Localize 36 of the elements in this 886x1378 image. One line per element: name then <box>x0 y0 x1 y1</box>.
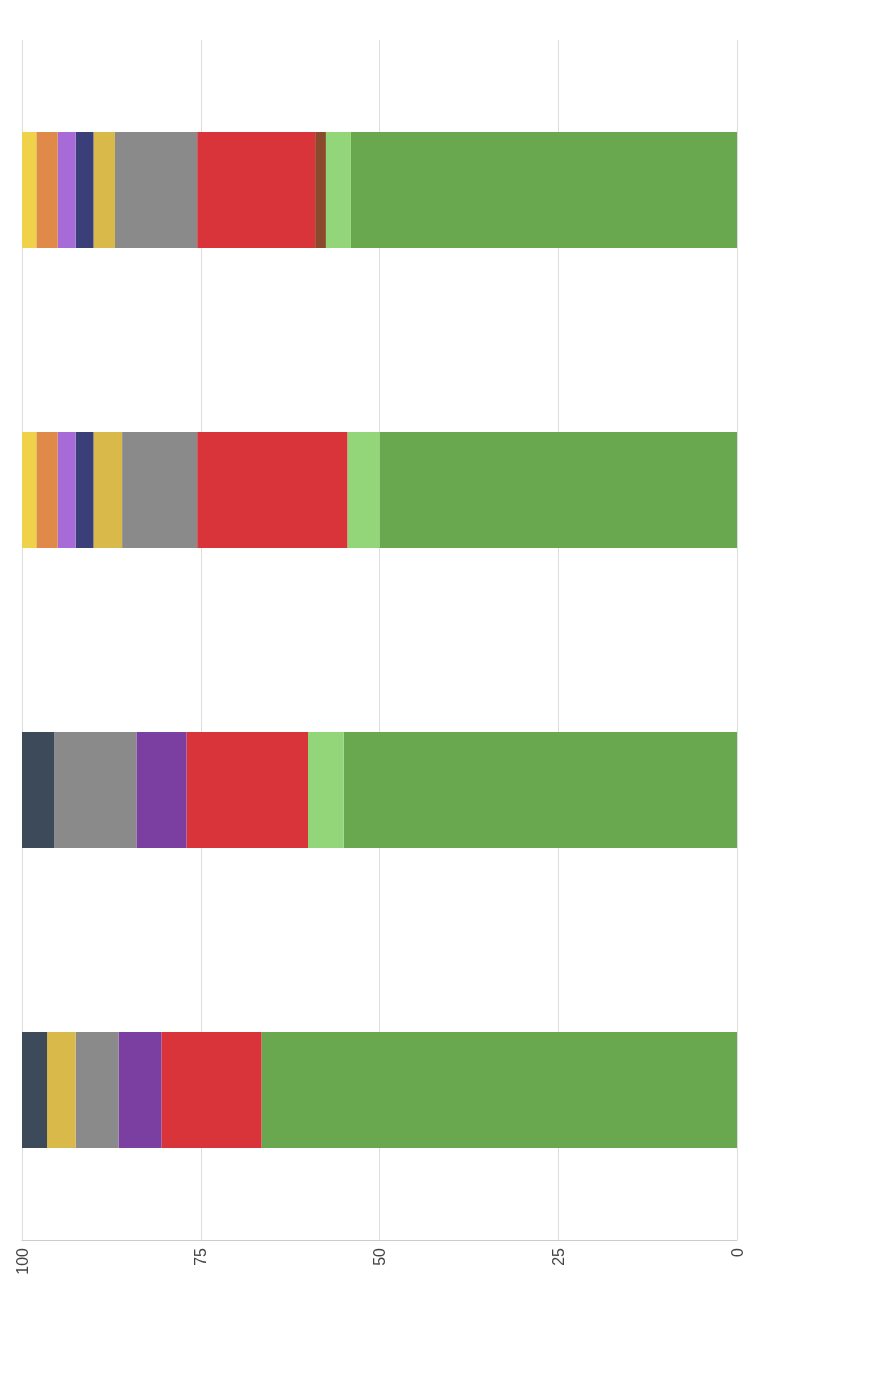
bar <box>350 132 737 248</box>
bar <box>22 432 37 548</box>
bar <box>75 432 94 548</box>
bar <box>136 732 187 848</box>
bar <box>197 432 348 548</box>
bar <box>308 732 344 848</box>
bar <box>261 1032 737 1148</box>
bar <box>93 132 115 248</box>
bar <box>22 132 37 248</box>
bar <box>22 1032 48 1148</box>
bar <box>186 732 308 848</box>
bar <box>379 432 737 548</box>
bar <box>197 132 316 248</box>
x-tick-label: 50 <box>371 1247 388 1266</box>
bar <box>36 432 58 548</box>
bar <box>161 1032 262 1148</box>
bar <box>347 432 380 548</box>
x-tick-label: 75 <box>192 1247 210 1266</box>
bar <box>22 732 55 848</box>
bar <box>57 132 76 248</box>
bar <box>325 132 351 248</box>
bar <box>75 1032 119 1148</box>
bar <box>47 1032 76 1148</box>
bar <box>93 432 123 548</box>
x-tick-label: 25 <box>549 1247 567 1266</box>
bar <box>315 132 326 248</box>
x-tick-label: 100 <box>13 1247 31 1275</box>
bar <box>122 432 198 548</box>
bar <box>54 732 137 848</box>
bar <box>75 132 94 248</box>
bar <box>118 1032 162 1148</box>
bar <box>343 732 737 848</box>
bar <box>36 132 58 248</box>
bar <box>114 132 198 248</box>
x-tick-label: 0 <box>728 1247 746 1257</box>
bar <box>57 432 76 548</box>
